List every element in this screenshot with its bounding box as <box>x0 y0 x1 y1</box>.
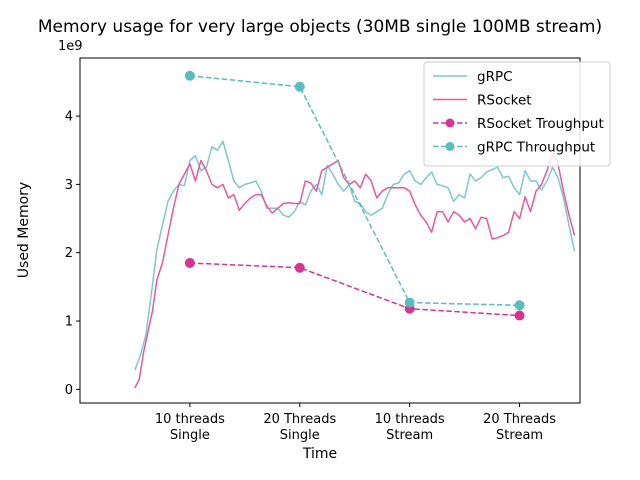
y-tick-label: 3 <box>65 178 73 193</box>
series-point-2-0 <box>184 257 195 268</box>
series-point-3-3 <box>514 300 525 311</box>
series-point-2-1 <box>294 262 305 273</box>
y-tick-label: 2 <box>65 246 73 261</box>
x-tick-label: Stream <box>386 428 433 443</box>
series-line-2 <box>189 262 520 317</box>
legend-label-1: RSocket <box>477 93 532 109</box>
legend-marker-3 <box>445 142 455 151</box>
legend-marker-2 <box>445 118 455 128</box>
legend-label-3: gRPC Throughput <box>477 140 595 156</box>
plot-area <box>134 70 576 389</box>
y-axis-label: Used Memory <box>16 182 32 278</box>
x-tick-label: 20 Threads <box>263 412 336 427</box>
y-axis-offset-label: 1e9 <box>58 39 83 54</box>
x-axis-label: Time <box>302 446 337 462</box>
x-tick-label: Stream <box>496 428 543 443</box>
legend-label-2: RSocket Troughput <box>477 116 604 132</box>
legend: gRPC RSocket RSocket Troughput gRPC Through… <box>423 61 611 167</box>
x-tick-label: 20 Threads <box>483 412 556 427</box>
series-point-3-0 <box>184 70 195 81</box>
series-point-2-3 <box>514 310 525 321</box>
chart-title: Memory usage for very large objects (30M… <box>38 17 602 37</box>
x-tick-label: 10 threads <box>155 412 225 427</box>
legend-label-0: gRPC <box>477 69 513 85</box>
legend-box <box>423 61 611 167</box>
axes-frame <box>79 57 581 404</box>
x-tick-label: Single <box>170 428 210 443</box>
series-line-0 <box>134 140 576 371</box>
y-tick-label: 4 <box>65 110 73 125</box>
series-point-3-2 <box>404 297 415 308</box>
y-tick-label: 1 <box>65 315 73 330</box>
x-tick-label: 10 threads <box>375 412 445 427</box>
series-line-1 <box>134 152 576 389</box>
x-tick-label: Single <box>280 428 320 443</box>
series-point-3-1 <box>294 81 305 92</box>
y-tick-label: 0 <box>65 383 73 398</box>
